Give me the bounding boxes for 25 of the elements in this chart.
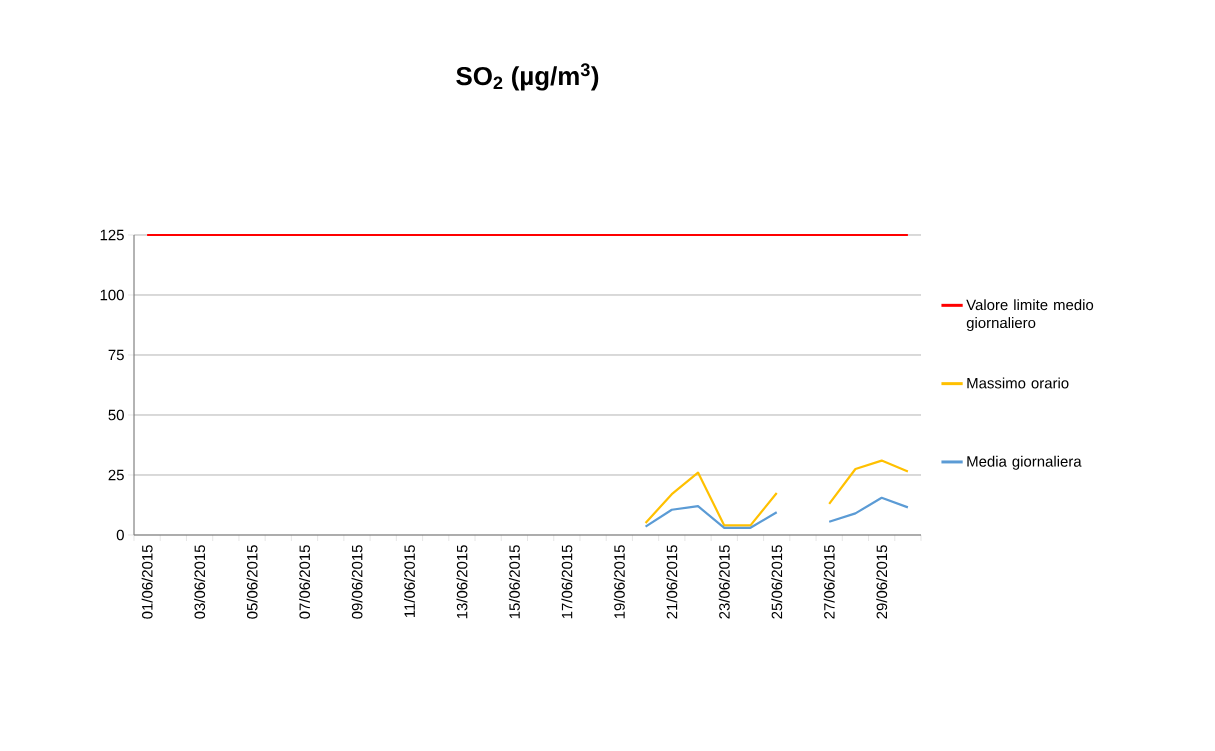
x-tick-label: 11/06/2015 — [403, 545, 415, 618]
x-tick-label: 27/06/2015 — [823, 545, 835, 619]
x-tick-label: 01/06/2015 — [141, 545, 153, 619]
x-tick-label: 21/06/2015 — [666, 545, 678, 619]
y-tick-label: 0 — [116, 529, 124, 541]
x-tick-label: 13/06/2015 — [456, 545, 468, 619]
x-tick-label: 09/06/2015 — [351, 545, 363, 619]
legend-label: Massimo orario — [967, 377, 1069, 389]
x-tick-label: 03/06/2015 — [194, 545, 206, 619]
chart-title: SO$_{2}$ (µg/m$^{3}$) — [456, 63, 599, 91]
y-tick-label: 25 — [108, 469, 124, 481]
y-tick-label: 75 — [108, 349, 124, 361]
y-tick-label: 125 — [100, 229, 124, 241]
x-tick-label: 19/06/2015 — [613, 545, 625, 619]
legend-label: Media giornaliera — [967, 455, 1082, 470]
y-tick-label: 100 — [100, 289, 124, 301]
x-tick-label: 15/06/2015 — [508, 545, 520, 619]
y-tick-label: 50 — [108, 409, 124, 421]
legend-label: Valore limite medio giornaliero — [966, 299, 1094, 332]
x-tick-label: 25/06/2015 — [771, 545, 783, 619]
x-tick-label: 17/06/2015 — [561, 545, 573, 619]
x-tick-label: 29/06/2015 — [876, 545, 888, 619]
x-tick-label: 05/06/2015 — [246, 545, 258, 619]
x-tick-label: 23/06/2015 — [718, 545, 730, 619]
x-tick-label: 07/06/2015 — [299, 545, 311, 619]
